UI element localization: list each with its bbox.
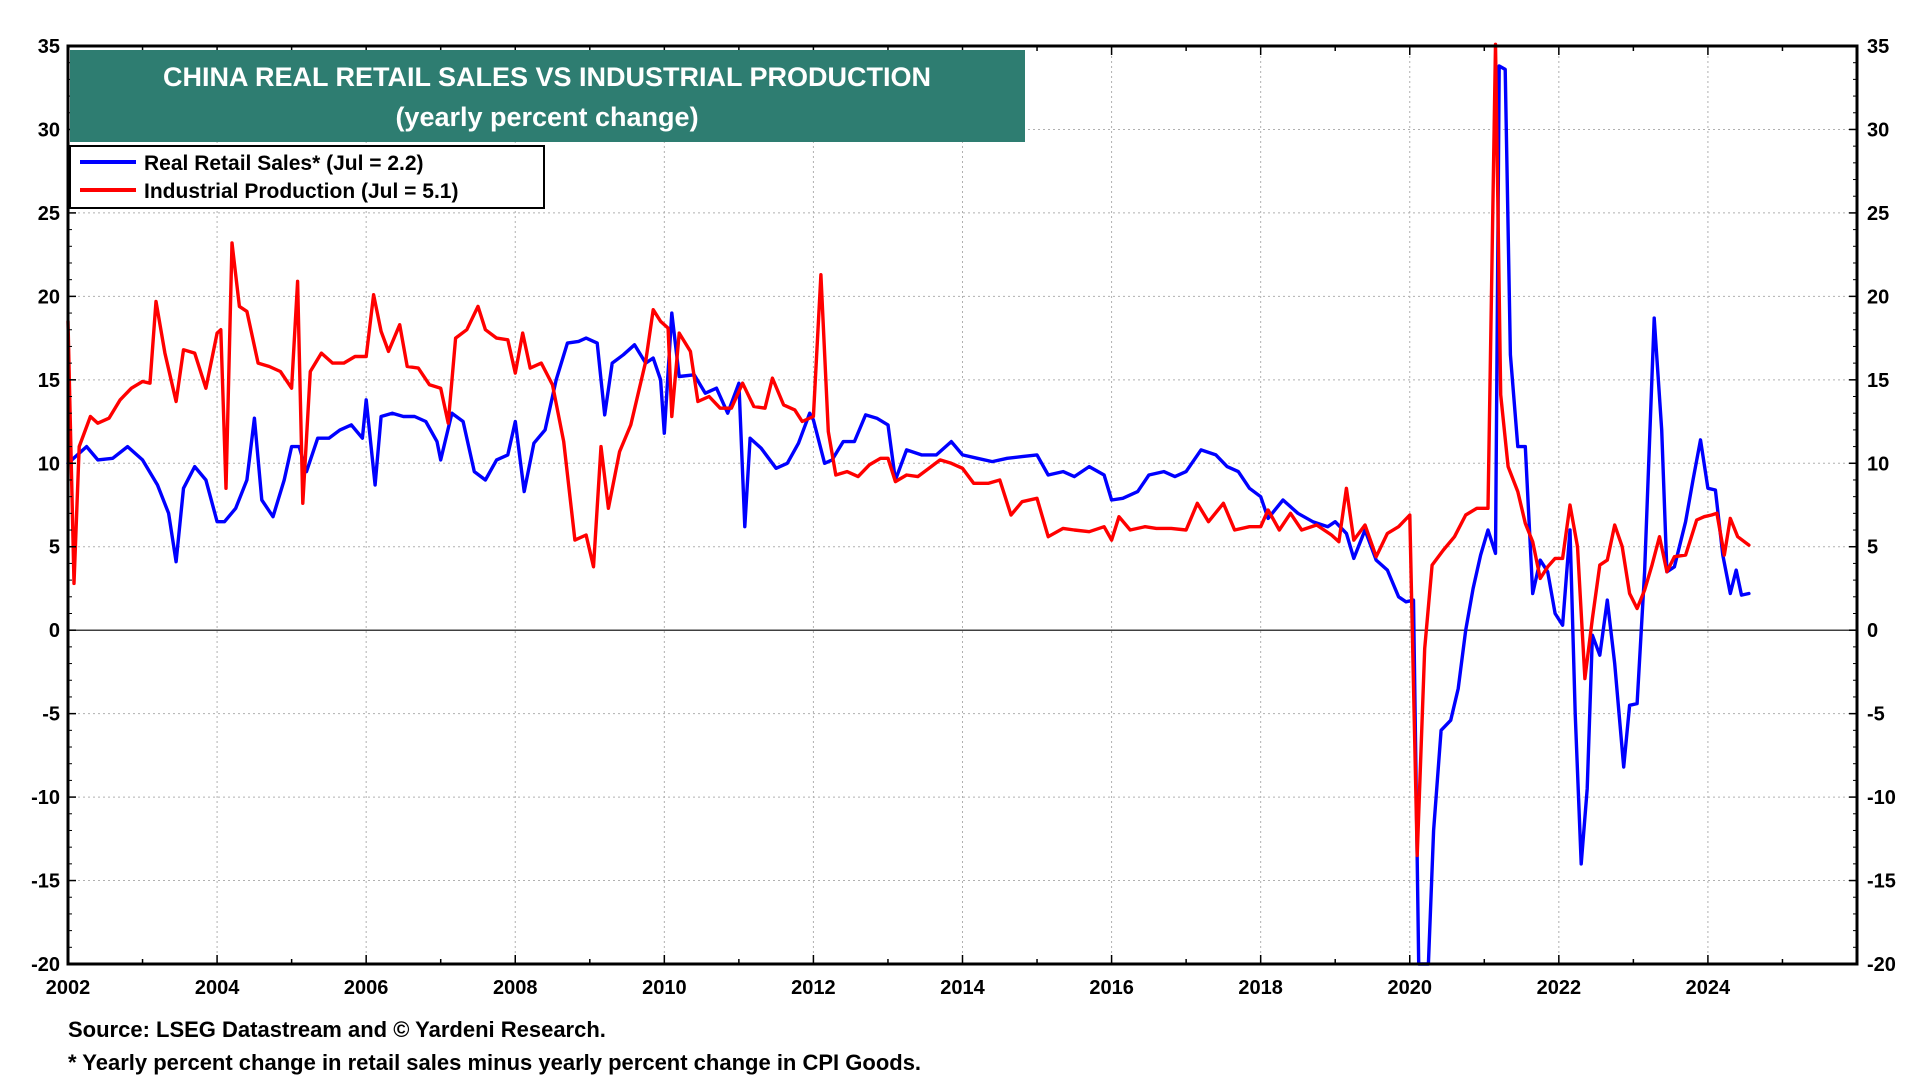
x-tick-label: 2024 (1686, 977, 1731, 999)
y-tick-label-right: 15 (1867, 370, 1889, 392)
y-tick-label-left: -10 (31, 787, 60, 809)
legend-label-industrial: Industrial Production (Jul = 5.1) (144, 180, 458, 203)
y-tick-label-left: 15 (38, 370, 60, 392)
y-tick-label-right: 30 (1867, 119, 1889, 141)
legend-label-retail: Real Retail Sales* (Jul = 2.2) (144, 152, 424, 175)
y-tick-label-left: 30 (38, 119, 60, 141)
series-layer (66, 42, 1751, 966)
y-tick-label-right: 0 (1867, 620, 1878, 642)
y-tick-label-left: 0 (49, 620, 60, 642)
y-tick-label-right: -5 (1867, 704, 1885, 726)
y-tick-label-right: 5 (1867, 537, 1878, 559)
y-tick-label-left: -15 (31, 871, 60, 893)
y-tick-label-right: 35 (1867, 36, 1889, 58)
title-background (70, 50, 1025, 142)
y-tick-label-right: 10 (1867, 453, 1889, 475)
footnote: * Yearly percent change in retail sales … (68, 1050, 922, 1075)
y-tick-label-left: 25 (38, 203, 60, 225)
x-tick-label: 2006 (344, 977, 389, 999)
source-note: Source: LSEG Datastream and © Yardeni Re… (68, 1017, 606, 1042)
legend: Real Retail Sales* (Jul = 2.2) Industria… (69, 145, 545, 209)
y-tick-label-left: 10 (38, 453, 60, 475)
y-tick-label-left: -20 (31, 954, 60, 976)
x-tick-label: 2014 (940, 977, 985, 999)
series-line-retail-sales (66, 64, 1751, 966)
x-tick-label: 2016 (1089, 977, 1134, 999)
y-tick-label-right: -15 (1867, 871, 1896, 893)
title-box: CHINA REAL RETAIL SALES VS INDUSTRIAL PR… (70, 50, 1025, 142)
chart-title: CHINA REAL RETAIL SALES VS INDUSTRIAL PR… (163, 62, 931, 92)
y-tick-label-right: -20 (1867, 954, 1896, 976)
legend-frame (69, 145, 545, 209)
x-tick-label: 2020 (1388, 977, 1433, 999)
x-tick-label: 2004 (195, 977, 240, 999)
grid-layer (68, 46, 1857, 964)
x-tick-label: 2018 (1238, 977, 1283, 999)
x-tick-label: 2002 (46, 977, 91, 999)
y-tick-label-left: 20 (38, 286, 60, 308)
y-tick-label-left: -5 (42, 704, 60, 726)
y-tick-label-right: 20 (1867, 286, 1889, 308)
chart-subtitle: (yearly percent change) (395, 102, 698, 132)
x-tick-label: 2008 (493, 977, 538, 999)
y-tick-label-right: 25 (1867, 203, 1889, 225)
y-tick-label-right: -10 (1867, 787, 1896, 809)
y-tick-label-left: 35 (38, 36, 60, 58)
x-tick-label: 2010 (642, 977, 687, 999)
series-line-industrial-production (66, 42, 1751, 858)
y-tick-label-left: 5 (49, 537, 60, 559)
x-tick-label: 2012 (791, 977, 836, 999)
x-tick-label: 2022 (1537, 977, 1582, 999)
